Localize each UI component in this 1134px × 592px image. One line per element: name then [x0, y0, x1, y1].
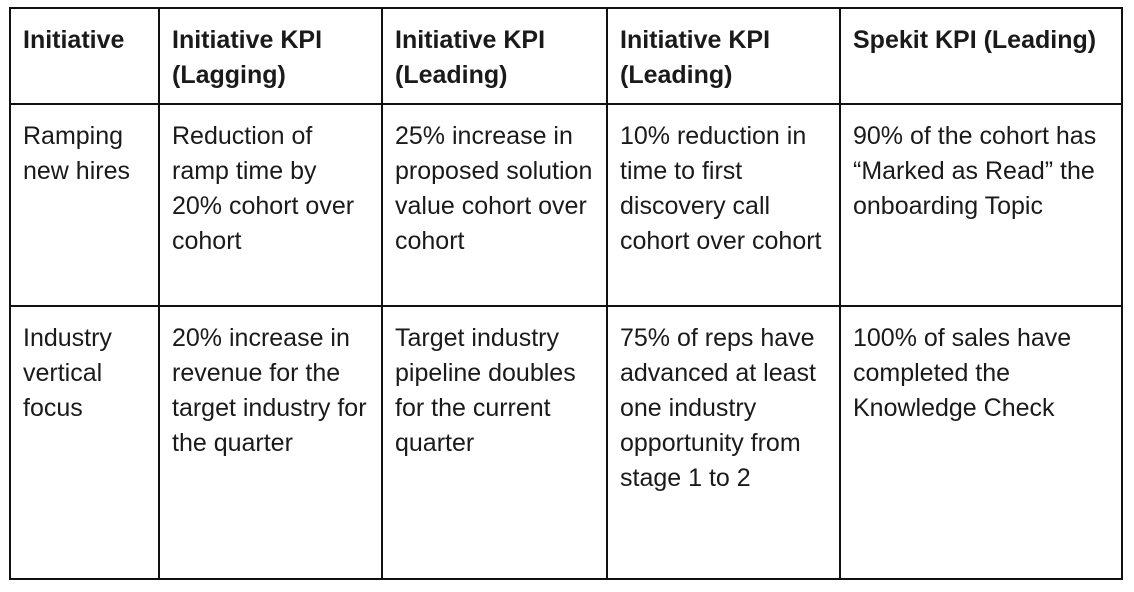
table-cell: Reduction of ramp time by 20% cohort ove…	[158, 103, 383, 307]
table-cell: 90% of the cohort has “Marked as Read” t…	[839, 103, 1123, 307]
table-body: Ramping new hires Reduction of ramp time…	[9, 103, 1123, 580]
header-spekit-kpi-leading: Spekit KPI (Leading)	[839, 7, 1123, 105]
table-cell: 75% of reps have advanced at least one i…	[606, 305, 841, 580]
table-cell: 10% reduction in time to first discovery…	[606, 103, 841, 307]
table-cell: 20% increase in revenue for the target i…	[158, 305, 383, 580]
header-initiative-kpi-lagging: Initiative KPI (Lagging)	[158, 7, 383, 105]
kpi-table: Initiative Initiative KPI (Lagging) Init…	[9, 7, 1123, 580]
header-initiative-kpi-leading-2: Initiative KPI (Leading)	[606, 7, 841, 105]
header-row: Initiative Initiative KPI (Lagging) Init…	[9, 7, 1123, 105]
table-cell: Ramping new hires	[9, 103, 160, 307]
header-initiative-kpi-leading-1: Initiative KPI (Leading)	[381, 7, 608, 105]
table-cell: Industry vertical focus	[9, 305, 160, 580]
table-cell: 100% of sales have completed the Knowled…	[839, 305, 1123, 580]
header-initiative: Initiative	[9, 7, 160, 105]
table-cell: 25% increase in proposed solution value …	[381, 103, 608, 307]
table-cell: Target industry pipeline doubles for the…	[381, 305, 608, 580]
table-header: Initiative Initiative KPI (Lagging) Init…	[9, 7, 1123, 105]
table-row: Industry vertical focus 20% increase in …	[9, 305, 1123, 580]
table-row: Ramping new hires Reduction of ramp time…	[9, 103, 1123, 307]
